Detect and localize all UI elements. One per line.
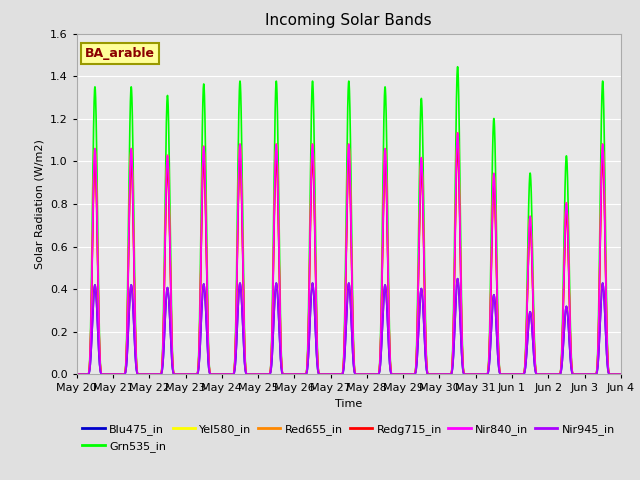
Red655_in bbox=[390, 372, 397, 377]
Nir945_in bbox=[404, 372, 412, 377]
Nir945_in bbox=[92, 287, 100, 292]
Red655_in bbox=[617, 372, 625, 377]
X-axis label: Time: Time bbox=[335, 399, 362, 409]
Nir945_in bbox=[73, 372, 81, 377]
Nir840_in bbox=[404, 372, 412, 377]
Grn535_in bbox=[404, 372, 412, 377]
Grn535_in bbox=[454, 64, 461, 70]
Grn535_in bbox=[282, 372, 290, 377]
Line: Yel580_in: Yel580_in bbox=[77, 133, 621, 374]
Y-axis label: Solar Radiation (W/m2): Solar Radiation (W/m2) bbox=[35, 139, 44, 269]
Yel580_in bbox=[282, 372, 290, 377]
Blu475_in bbox=[390, 372, 397, 377]
Nir945_in bbox=[329, 372, 337, 377]
Nir945_in bbox=[488, 316, 495, 322]
Legend: Blu475_in, Grn535_in, Yel580_in, Red655_in, Redg715_in, Nir840_in, Nir945_in: Blu475_in, Grn535_in, Yel580_in, Red655_… bbox=[83, 424, 615, 452]
Nir840_in bbox=[617, 372, 625, 377]
Blu475_in bbox=[404, 372, 412, 377]
Blu475_in bbox=[282, 372, 290, 377]
Line: Nir945_in: Nir945_in bbox=[77, 279, 621, 374]
Blu475_in bbox=[92, 287, 100, 292]
Yel580_in bbox=[92, 157, 100, 163]
Nir840_in bbox=[282, 372, 290, 377]
Nir840_in bbox=[488, 232, 495, 238]
Redg715_in bbox=[488, 240, 495, 245]
Redg715_in bbox=[73, 372, 81, 377]
Red655_in bbox=[282, 372, 290, 377]
Yel580_in bbox=[404, 372, 412, 377]
Red655_in bbox=[92, 157, 100, 163]
Redg715_in bbox=[329, 372, 337, 377]
Yel580_in bbox=[617, 372, 625, 377]
Blu475_in bbox=[73, 372, 81, 377]
Grn535_in bbox=[488, 193, 495, 199]
Text: BA_arable: BA_arable bbox=[85, 47, 155, 60]
Blu475_in bbox=[488, 316, 495, 322]
Redg715_in bbox=[92, 169, 100, 175]
Yel580_in bbox=[73, 372, 81, 377]
Redg715_in bbox=[404, 372, 412, 377]
Line: Nir840_in: Nir840_in bbox=[77, 133, 621, 374]
Line: Blu475_in: Blu475_in bbox=[77, 279, 621, 374]
Nir840_in bbox=[73, 372, 81, 377]
Redg715_in bbox=[390, 372, 397, 377]
Blu475_in bbox=[329, 372, 337, 377]
Blu475_in bbox=[617, 372, 625, 377]
Red655_in bbox=[404, 372, 412, 377]
Redg715_in bbox=[282, 372, 290, 377]
Blu475_in bbox=[454, 276, 461, 282]
Redg715_in bbox=[617, 372, 625, 377]
Red655_in bbox=[488, 232, 495, 238]
Nir945_in bbox=[454, 276, 461, 282]
Red655_in bbox=[73, 372, 81, 377]
Line: Redg715_in: Redg715_in bbox=[77, 146, 621, 374]
Grn535_in bbox=[329, 372, 337, 377]
Nir945_in bbox=[390, 372, 397, 377]
Title: Incoming Solar Bands: Incoming Solar Bands bbox=[266, 13, 432, 28]
Nir840_in bbox=[390, 372, 397, 377]
Grn535_in bbox=[73, 372, 81, 377]
Red655_in bbox=[329, 372, 337, 377]
Line: Grn535_in: Grn535_in bbox=[77, 67, 621, 374]
Grn535_in bbox=[92, 99, 100, 105]
Redg715_in bbox=[454, 144, 461, 149]
Red655_in bbox=[454, 130, 461, 136]
Yel580_in bbox=[329, 372, 337, 377]
Grn535_in bbox=[617, 372, 625, 377]
Yel580_in bbox=[488, 232, 495, 238]
Nir840_in bbox=[92, 157, 100, 163]
Grn535_in bbox=[390, 372, 397, 377]
Line: Red655_in: Red655_in bbox=[77, 133, 621, 374]
Yel580_in bbox=[454, 130, 461, 136]
Nir840_in bbox=[454, 130, 461, 136]
Yel580_in bbox=[390, 372, 397, 377]
Nir945_in bbox=[617, 372, 625, 377]
Nir840_in bbox=[329, 372, 337, 377]
Nir945_in bbox=[282, 372, 290, 377]
